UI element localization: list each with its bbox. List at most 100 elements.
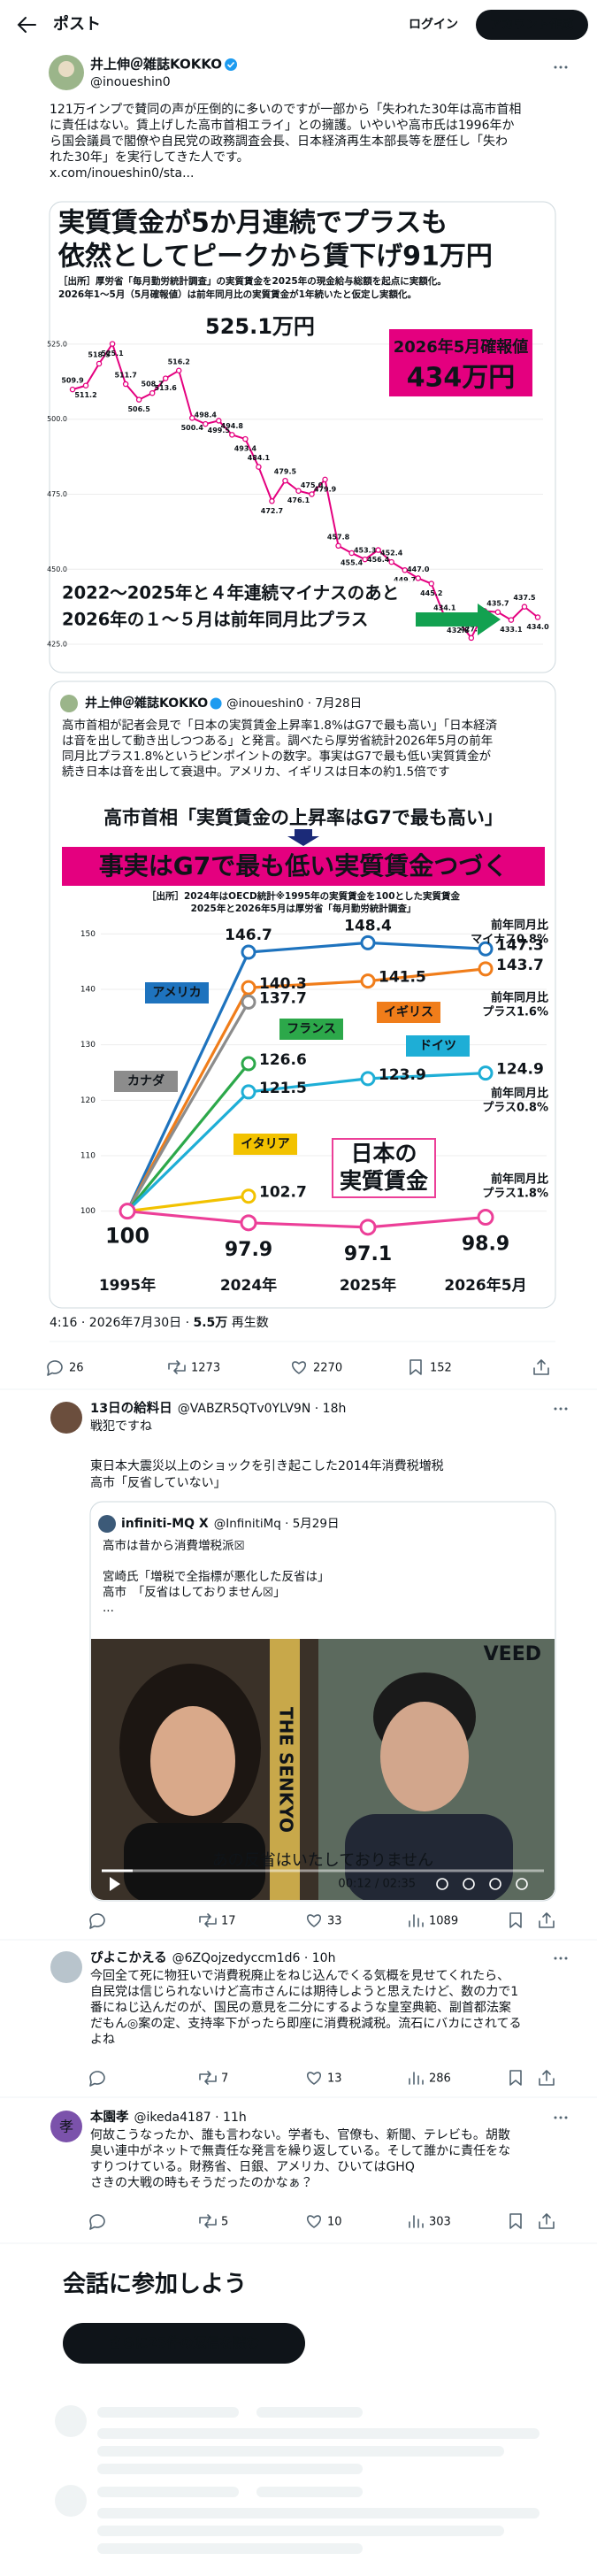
views-icon	[409, 2215, 424, 2228]
more-dot	[559, 2116, 563, 2119]
y-tick-label: 110	[80, 1152, 96, 1161]
verified-check	[226, 61, 235, 68]
point-label: 525.1	[101, 350, 124, 358]
point-label: 476.1	[287, 496, 310, 504]
wage-point	[494, 609, 501, 616]
wage-point	[388, 558, 394, 565]
series-note: マイナス0.8%	[471, 934, 548, 947]
join-heading: 会話に参加しよう	[63, 2272, 247, 2298]
series-tag: アメリカ	[152, 986, 201, 1000]
quote-avatar	[60, 695, 78, 712]
wage-point	[335, 542, 341, 550]
stat-count[interactable]: 1273	[191, 1362, 220, 1375]
stat-count[interactable]: 7	[221, 2072, 228, 2086]
post-meta: 4:16 · 2026年7月30日 · 5.5万 再生数	[50, 1316, 269, 1330]
more-replies-button[interactable]	[63, 2323, 305, 2364]
view-count: 5.5万	[194, 1316, 228, 1330]
point-label: 449.7	[394, 576, 416, 584]
more-dot	[564, 1407, 568, 1411]
video-control	[516, 1878, 528, 1890]
point-label: 457.8	[327, 533, 350, 541]
chart-note: 2022〜2025年と４年連続マイナスのあと	[62, 583, 399, 604]
point-label: 97.1	[344, 1243, 392, 1265]
point-label: 147.3	[496, 936, 544, 954]
post-link[interactable]: x.com/inoueshin0/sta...	[50, 166, 194, 181]
reply-text: 東日本大震災以上のショックを引き起こした2014年消費税増税	[90, 1459, 444, 1473]
point-label: 475.0	[301, 481, 324, 489]
like-icon	[307, 1914, 321, 1927]
avatar-text: 孝	[59, 2118, 73, 2135]
series-point	[477, 1209, 494, 1226]
back-arrow[interactable]	[17, 17, 36, 33]
point-label: 511.2	[74, 391, 96, 399]
signup-button[interactable]	[476, 10, 588, 40]
skeleton-bar	[97, 2464, 363, 2474]
video-control	[463, 1878, 475, 1890]
series-note: 前年同月比	[491, 991, 548, 1005]
more-replies-label[interactable]: さらに23件の返信を読む	[109, 2335, 260, 2351]
series-point	[478, 961, 494, 977]
post-text: ら国会議員で閣僚や自民党の政務調査会長、日本経済再生本部長等を歴任し「失わ	[50, 134, 508, 149]
point-label: 97.9	[225, 1239, 272, 1261]
stat-count[interactable]: 10	[327, 2216, 342, 2229]
repost-icon	[204, 1918, 217, 1927]
series-point	[360, 973, 376, 989]
stat-count[interactable]: 5	[221, 2216, 228, 2229]
wage-point	[96, 360, 103, 367]
avatar	[50, 1951, 82, 1983]
skeleton-avatar	[55, 2405, 87, 2437]
series-tag-box	[114, 1071, 178, 1092]
reply-handle: @6ZQojzedyccm1d6 · 10h	[172, 1951, 336, 1965]
point-label: 140.3	[259, 975, 307, 993]
wage-point	[295, 488, 302, 494]
y-tick-label: 500.0	[47, 415, 67, 423]
stat-count[interactable]: 13	[327, 2072, 342, 2086]
skeleton-bar	[97, 2508, 540, 2518]
stat-count[interactable]: 286	[429, 2072, 451, 2086]
repost-icon	[199, 1913, 211, 1923]
quote-handle: @InfinitiMq · 5月29日	[214, 1517, 340, 1531]
series-note: プラス0.8%	[482, 1102, 548, 1115]
quote-text: 続き日本は音を出して衰退中。アメリカ、イギリスは日本の約1.5倍です	[62, 765, 450, 780]
wage-point	[122, 381, 129, 388]
stat-count[interactable]: 17	[221, 1915, 236, 1928]
wage-point	[415, 575, 421, 581]
point-label: 518.5	[88, 350, 111, 358]
stat-count[interactable]: 1089	[429, 1915, 458, 1928]
stat-count[interactable]: 26	[69, 1362, 84, 1375]
series-tag: 日本の	[350, 1141, 417, 1166]
share-icon	[539, 2070, 555, 2086]
author-name: 井上伸＠雑誌KOKKO	[90, 57, 222, 73]
series-tag: カナダ	[127, 1073, 165, 1088]
repost-icon	[204, 2218, 217, 2228]
play-button	[110, 1877, 120, 1891]
skeleton-bar	[256, 2487, 363, 2497]
point-label: 427.1	[460, 625, 483, 633]
series-point	[241, 1084, 256, 1100]
signup-label[interactable]: アカウント作成	[490, 17, 574, 32]
skeleton-bar	[97, 2543, 363, 2554]
stat-count[interactable]: 152	[430, 1362, 452, 1375]
point-label: 98.9	[462, 1234, 509, 1256]
point-label: 141.5	[379, 969, 426, 987]
login-link[interactable]: ログイン	[409, 17, 458, 32]
stat-count[interactable]: 33	[327, 1915, 342, 1928]
like-icon	[307, 2215, 321, 2228]
reply-text: 自民党は信じられないけど高市さんには期待しようと思えたけど、数の力で1	[90, 1984, 518, 1999]
video[interactable]: THE SENKYO VEED あの反省はいたしておりません 00:12 / 02:3…	[91, 1639, 555, 1903]
peak-label: 525.1万円	[205, 314, 315, 339]
wage-point	[468, 634, 475, 642]
wage-point	[269, 498, 275, 504]
stat-count[interactable]: 2270	[313, 1362, 342, 1375]
stat-count[interactable]: 303	[429, 2216, 451, 2229]
repost-icon	[168, 1360, 180, 1370]
x-tick-label: 2025年	[340, 1276, 396, 1295]
point-label: 434.0	[526, 623, 549, 631]
quote-text: 高市 「反省はしておりません☒」	[103, 1585, 286, 1600]
series-tag: イギリス	[384, 1004, 433, 1019]
point-label: 516.2	[168, 358, 190, 365]
latest-box	[389, 329, 532, 396]
series-line	[126, 967, 486, 1212]
reply-text: すりつけている。財務省、日銀、アメリカ、ひいてはGHQ	[90, 2160, 415, 2174]
